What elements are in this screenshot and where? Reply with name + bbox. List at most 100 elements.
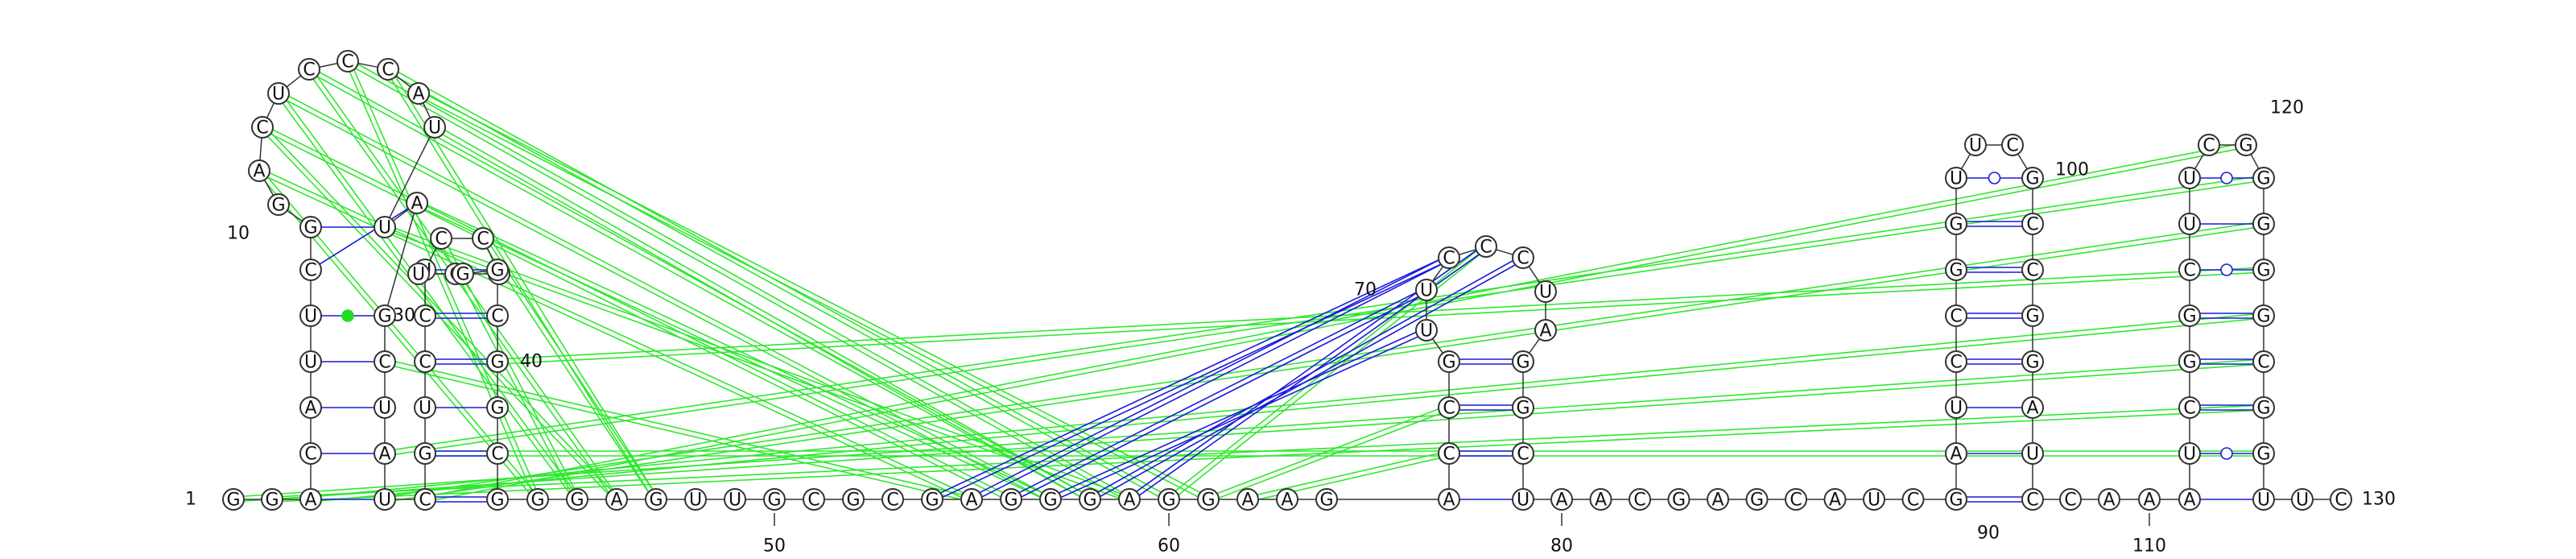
- nucleotide-letter: A: [304, 491, 316, 511]
- nucleotide: C: [2198, 134, 2220, 156]
- nucleotide-circle: [566, 488, 588, 511]
- nucleotide: G: [2178, 350, 2201, 373]
- nucleotide-circle: [414, 488, 436, 511]
- nucleotide-circle: [2252, 442, 2275, 465]
- nucleotide-letter: U: [412, 265, 425, 285]
- nucleotide-circle: [2178, 259, 2201, 281]
- backbone-segment: [2194, 153, 2205, 170]
- special-pair-marker: [341, 309, 354, 322]
- nucleotide-circle: [2291, 488, 2314, 511]
- nucleotide-letter: C: [1517, 249, 1529, 269]
- nucleotide-circle: [1945, 213, 1967, 235]
- nucleotide: C: [336, 50, 359, 72]
- nucleotide-circle: [414, 350, 436, 373]
- nucleotide-circle: [1863, 488, 1885, 511]
- nucleotide-letter: A: [1950, 445, 1962, 465]
- tertiary-interaction-line: [386, 70, 1168, 503]
- nucleotide-circle: [526, 488, 549, 511]
- nucleotide-circle: [261, 488, 283, 511]
- nucleotide: G: [486, 350, 509, 373]
- nucleotide-letter: C: [2064, 491, 2076, 511]
- nucleotide-letter: A: [1281, 491, 1293, 511]
- nucleotide: C: [803, 488, 825, 511]
- tertiary-interaction-line: [311, 317, 2264, 503]
- nucleotide-letter: A: [610, 491, 622, 511]
- nucleotide-letter: C: [807, 491, 819, 511]
- nucleotide-circle: [2021, 350, 2044, 373]
- nucleotide-letter: C: [2026, 491, 2038, 511]
- position-label: 30: [393, 306, 415, 326]
- backbone-lines: [244, 62, 2330, 500]
- tertiary-interaction-line: [480, 239, 655, 502]
- nucleotide-circle: [2021, 213, 2044, 235]
- nucleotide-letter: C: [2183, 261, 2195, 281]
- nucleotide: G: [763, 488, 786, 511]
- nucleotide-letter: C: [477, 230, 489, 250]
- nucleotide-circle: [2178, 488, 2201, 511]
- nucleotide-letter: C: [435, 230, 447, 250]
- nucleotide-circle: [374, 304, 396, 327]
- nucleotide-letter: G: [490, 399, 504, 419]
- nucleotide-letter: G: [649, 491, 663, 511]
- nucleotide: U: [423, 116, 446, 139]
- nucleotide-circle: [684, 488, 707, 511]
- nucleotide-letter: A: [253, 162, 265, 182]
- nucleotide-circle: [374, 396, 396, 419]
- nucleotide: G: [267, 193, 290, 216]
- nucleotide: U: [1415, 319, 1438, 342]
- nucleotide-circle: [299, 304, 322, 327]
- nucleotide-circle: [267, 193, 290, 216]
- nucleotide-circle: [1438, 488, 1460, 511]
- nucleotide-letter: A: [1539, 321, 1551, 342]
- nucleotide-circle: [1512, 442, 1534, 465]
- nucleotide: G: [486, 259, 509, 281]
- nucleotide: G: [1745, 488, 1769, 511]
- nucleotide-letter: A: [1829, 491, 1841, 511]
- backbone-segment: [1431, 266, 1444, 282]
- tertiary-interaction-line: [385, 70, 655, 502]
- nucleotide: A: [1438, 488, 1460, 511]
- nucleotide-circle: [2178, 213, 2201, 235]
- nucleotide-circle: [1315, 488, 1338, 511]
- nucleotide: A: [605, 488, 628, 511]
- nucleotide: C: [2330, 488, 2352, 511]
- nucleotide: G: [486, 488, 509, 511]
- nucleotide: U: [414, 396, 436, 419]
- nucleotide: G: [1945, 213, 1967, 235]
- nucleotide-circle: [2059, 488, 2082, 511]
- nucleotide-circle: [2178, 304, 2201, 327]
- tertiary-interaction-line: [310, 66, 1092, 499]
- nucleotide-letter: G: [530, 491, 544, 511]
- nucleotide: U: [1945, 167, 1967, 189]
- nucleotide: G: [2235, 134, 2257, 156]
- nucleotide-letter: U: [2257, 491, 2270, 511]
- tertiary-interaction-line: [417, 94, 1208, 503]
- backbone-segment: [1496, 249, 1513, 255]
- position-label: 110: [2132, 536, 2166, 557]
- nucleotide-circle: [299, 396, 322, 419]
- nucleotide-circle: [407, 263, 430, 285]
- nucleotide: C: [430, 227, 452, 250]
- nucleotide-circle: [881, 488, 904, 511]
- nucleotide-circle: [1534, 280, 1557, 303]
- nucleotide-letter: G: [1043, 491, 1057, 511]
- nucleotide: U: [374, 216, 396, 238]
- nucleotide: U: [2291, 488, 2314, 511]
- nucleotide-circle: [452, 263, 474, 285]
- nucleotide: C: [2252, 350, 2275, 373]
- nucleotide: G: [414, 442, 436, 465]
- nucleotide: A: [2178, 488, 2201, 511]
- nucleotide-circle: [2252, 488, 2275, 511]
- tertiary-interaction-line: [1208, 409, 1451, 503]
- position-label: 70: [1354, 280, 1377, 300]
- nucleotide-circle: [2252, 396, 2275, 419]
- backbone-segment: [392, 209, 410, 222]
- nucleotide-circle: [1945, 442, 1967, 465]
- nucleotide: C: [1945, 304, 1967, 327]
- nucleotide-letter: U: [1969, 136, 1982, 156]
- nucleotide: C: [298, 58, 320, 81]
- nucleotide-letter: U: [304, 353, 317, 373]
- nucleotide-circle: [1000, 488, 1022, 511]
- gu-pair-marker: [2220, 263, 2233, 276]
- nucleotide-letter: C: [256, 118, 268, 139]
